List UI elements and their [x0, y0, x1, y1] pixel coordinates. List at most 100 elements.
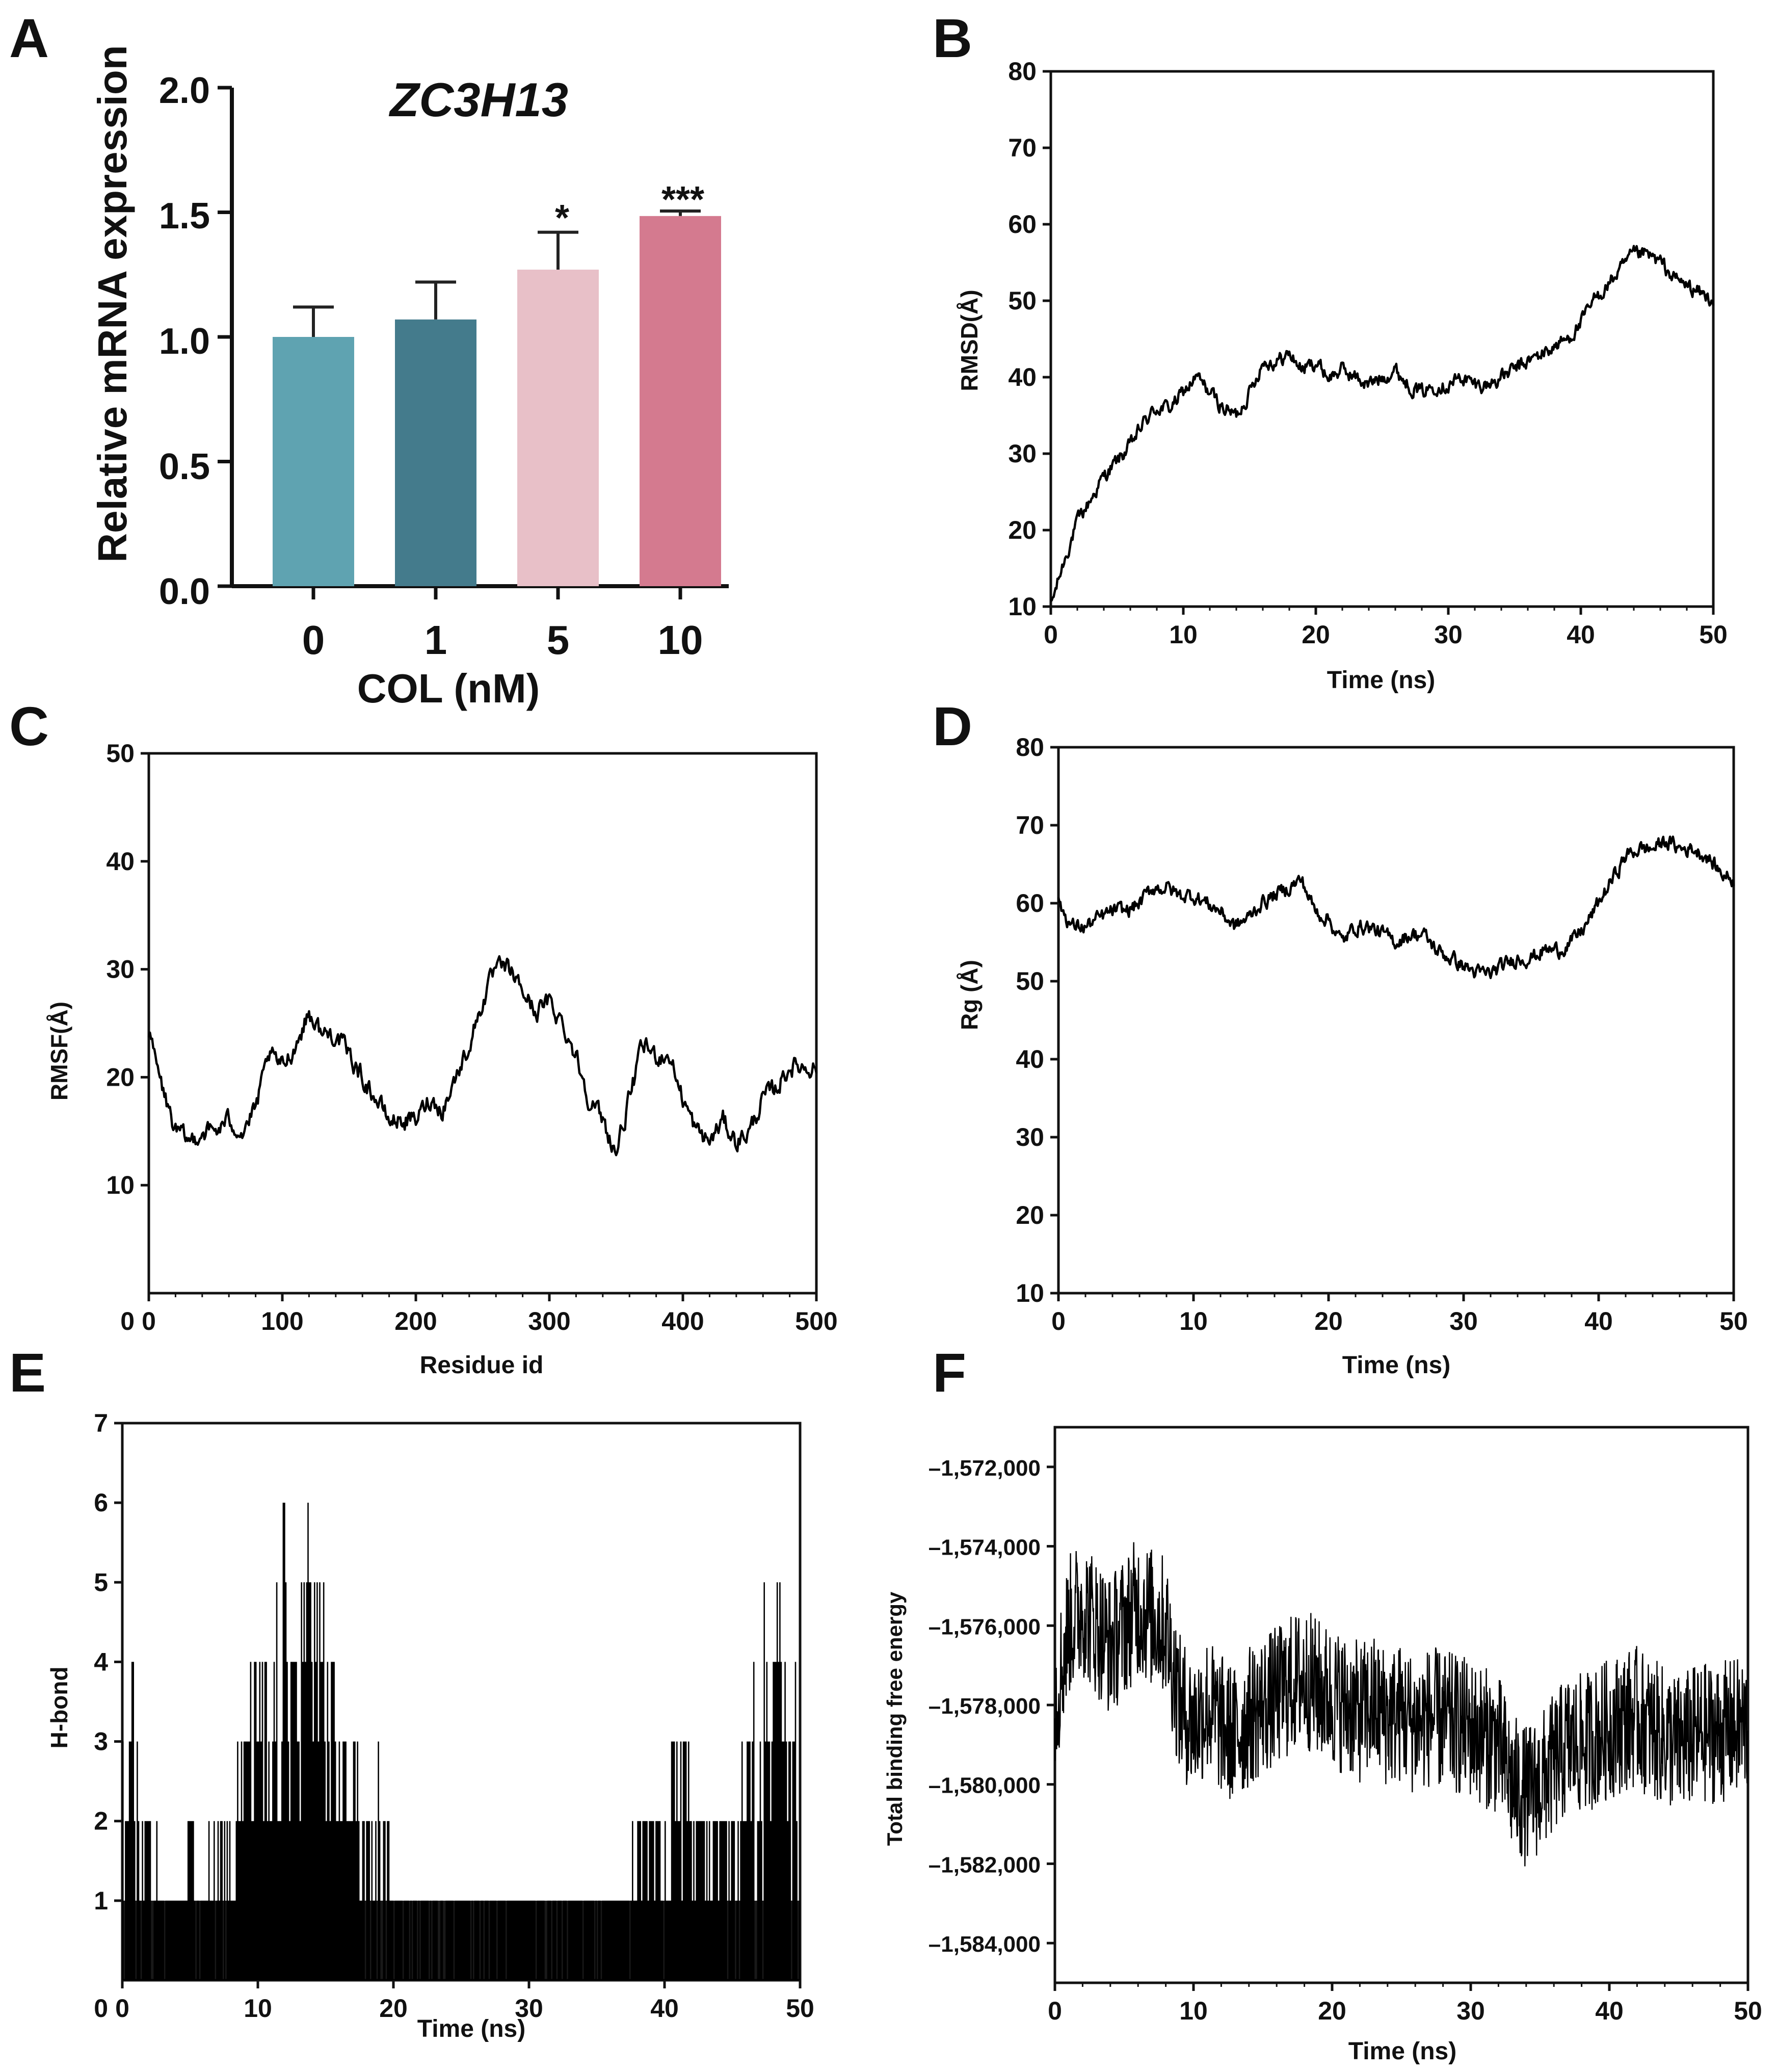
panel-b-ytick: 70: [1008, 134, 1037, 162]
panel-e-ytick: 3: [94, 1727, 108, 1756]
panel-b-xtick: 50: [1699, 620, 1728, 649]
panel-d-rg-line: [1057, 835, 1735, 979]
panel-e-xtick: 20: [379, 1994, 408, 2023]
panel-e-xtick: 50: [786, 1994, 814, 2023]
panel-a-xtick: 10: [658, 617, 703, 663]
panel-b-plot-frame: [1049, 70, 1715, 608]
panel-e-ytick: 6: [94, 1488, 108, 1517]
panel-f-ytick: –1,572,000: [929, 1456, 1041, 1481]
panel-b-ytick: 80: [1008, 57, 1037, 86]
panel-c-rmsf-chart: RMSF(Å) Residue id 0 100 200 300 400 50010203…: [46, 739, 838, 1379]
panel-c-ytick: 40: [106, 847, 135, 876]
panel-f-xtick: 30: [1456, 1997, 1485, 2025]
panel-label-e: E: [9, 1342, 46, 1403]
panel-f-energy-chart: Total binding free energy Time (ns) 0 10 2…: [883, 1426, 1762, 2065]
panel-a-xtick: 1: [425, 617, 447, 663]
panel-d-xtick: 50: [1719, 1307, 1748, 1335]
panel-e-ytick: 0: [94, 1994, 108, 2023]
panel-d-rg-chart: Rg (Å) Time (ns) 0 10 20 30 40 50102030405060…: [956, 733, 1748, 1379]
panel-f-xtick: 10: [1179, 1997, 1208, 2025]
panel-f-ytick: –1,576,000: [929, 1614, 1041, 1639]
panel-f-ytick: –1,580,000: [929, 1773, 1041, 1798]
panel-a-ytick: 1.0: [159, 321, 210, 362]
panel-c-xtick: 300: [528, 1307, 570, 1335]
panel-e-ytick: 7: [94, 1409, 108, 1437]
panel-c-xtick: 100: [261, 1307, 303, 1335]
panel-b-ytick: 60: [1008, 210, 1037, 239]
panel-d-ytick: 70: [1016, 811, 1044, 840]
panel-e-ytick: 1: [94, 1886, 108, 1915]
panel-c-xtick: 400: [661, 1307, 704, 1335]
panel-f-xtick: 20: [1318, 1997, 1346, 2025]
panel-b-ylabel: RMSD(Å): [956, 290, 983, 391]
panel-c-plot-frame: [147, 752, 818, 1295]
panel-d-ytick: 20: [1016, 1201, 1044, 1229]
panel-e-ytick: 2: [94, 1807, 108, 1835]
panel-label-d: D: [933, 695, 972, 757]
panel-label-f: F: [933, 1342, 966, 1403]
panel-b-xtick: 10: [1169, 620, 1198, 649]
panel-a-title: ZC3H13: [388, 73, 568, 126]
panel-e-xtick: 0: [115, 1994, 129, 2023]
panel-d-xtick: 20: [1314, 1307, 1343, 1335]
panel-a-bar: [517, 269, 599, 586]
panel-a-ylabel: Relative mRNA expression: [90, 45, 135, 562]
panel-d-plot-frame: [1057, 746, 1735, 1295]
panel-f-xtick: 50: [1734, 1997, 1762, 2025]
panel-e-xtick: 30: [515, 1994, 543, 2023]
panel-e-xtick: 40: [650, 1994, 679, 2023]
panel-e-hbond-chart: H-bond Time (ns) 0 10 20 30 40 50 1 2 3 4 5 6 7 0: [46, 1409, 814, 2042]
panel-e-ytick: 4: [94, 1647, 108, 1676]
panel-a-ytick: 1.5: [159, 196, 210, 237]
panel-e-xtick: 10: [244, 1994, 272, 2023]
panel-b-rmsd-line: [1050, 245, 1715, 602]
panel-f-ytick: –1,574,000: [929, 1535, 1041, 1560]
panel-f-ytick: –1,584,000: [929, 1932, 1041, 1957]
panel-b-ytick: 40: [1008, 363, 1037, 391]
panel-a-ytick: 0.5: [159, 447, 210, 487]
panel-c-ylabel: RMSF(Å): [46, 1002, 72, 1100]
panel-c-xtick: 200: [394, 1307, 437, 1335]
panel-b-xtick: 20: [1302, 620, 1330, 649]
panel-d-xlabel: Time (ns): [1342, 1352, 1450, 1379]
panel-a-bar: [273, 337, 354, 586]
panel-a-xlabel: COL (nM): [357, 666, 540, 711]
panel-b-xtick: 40: [1567, 620, 1595, 649]
panel-b-xtick: 30: [1434, 620, 1463, 649]
panel-label-a: A: [9, 7, 49, 69]
panel-e-ylabel: H-bond: [46, 1667, 72, 1749]
panel-f-ytick: –1,578,000: [929, 1694, 1041, 1719]
panel-a-ytick: 2.0: [159, 70, 210, 111]
panel-c-ytick: 10: [106, 1171, 135, 1199]
panel-d-ytick: 10: [1016, 1279, 1044, 1307]
panel-b-ytick: 20: [1008, 516, 1037, 544]
panel-d-ytick: 50: [1016, 967, 1044, 995]
panel-a-bar: [395, 319, 476, 586]
panel-d-ytick: 80: [1016, 733, 1044, 762]
panel-f-ytick: –1,582,000: [929, 1852, 1041, 1877]
panel-f-xtick: 40: [1595, 1997, 1624, 2025]
panel-c-ytick: 30: [106, 955, 135, 984]
panel-f-energy-trace: [1054, 1542, 1749, 1867]
panel-d-xtick: 30: [1449, 1307, 1478, 1335]
panel-e-xlabel: Time (ns): [417, 2015, 525, 2042]
panel-c-ytick: 20: [106, 1063, 135, 1091]
panel-c-xtick: 500: [795, 1307, 837, 1335]
panel-a-bar-chart: ZC3H13 Relative mRNA expression COL (nM)…: [90, 45, 729, 711]
panel-b-ytick: 50: [1008, 286, 1037, 315]
panel-a-xtick: 5: [547, 617, 570, 663]
panel-f-xlabel: Time (ns): [1348, 2038, 1456, 2065]
panel-f-ylabel: Total binding free energy: [883, 1591, 907, 1846]
panel-a-xtick: 0: [302, 617, 325, 663]
panel-b-rmsd-chart: RMSD(Å) Time (ns) 0 10 20 30 40 5010203040506…: [956, 57, 1728, 694]
panel-c-rmsf-line: [147, 955, 818, 1157]
panel-f-xtick: 0: [1048, 1997, 1062, 2025]
panel-a-bar: [640, 216, 721, 587]
panel-b-ytick: 10: [1008, 592, 1037, 621]
panel-b-xtick: 0: [1044, 620, 1058, 649]
panel-b-xlabel: Time (ns): [1327, 667, 1435, 694]
panel-e-hbond-band: [122, 1900, 800, 1980]
panel-e-ytick: 5: [94, 1568, 108, 1596]
panel-label-c: C: [9, 695, 49, 757]
